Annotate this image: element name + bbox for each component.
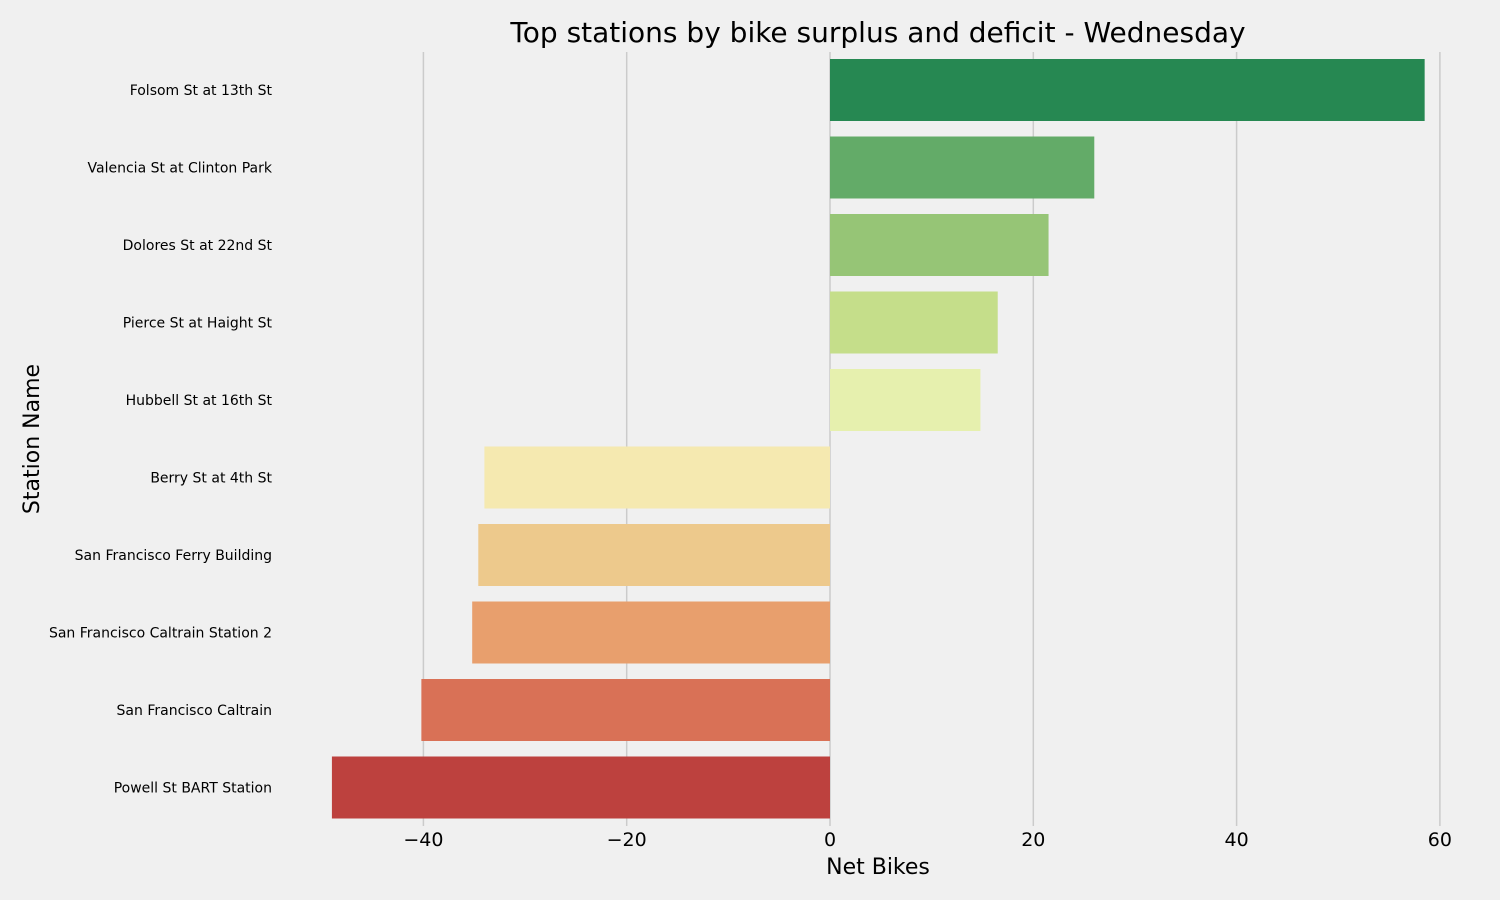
y-tick-label: San Francisco Ferry Building — [75, 548, 272, 564]
y-tick-label: Folsom St at 13th St — [130, 83, 273, 99]
x-tick-label: 20 — [1021, 829, 1045, 851]
x-tick-label: 40 — [1225, 829, 1249, 851]
y-tick-label: Powell St BART Station — [114, 781, 272, 797]
bars — [331, 59, 1425, 819]
bar-san-francisco-ferry-building — [478, 524, 830, 586]
bar-dolores-st-at-22nd-st — [830, 214, 1049, 276]
y-axis-label: Station Name — [20, 364, 45, 514]
x-tick-label: −20 — [607, 829, 647, 851]
x-tick-labels: −40 −20 0 20 40 60 — [403, 829, 1452, 851]
bar-san-francisco-caltrain-station-2 — [472, 601, 830, 664]
bar-powell-st-bart-station — [331, 756, 830, 819]
x-tick-label: 0 — [824, 829, 836, 851]
y-tick-label: Hubbell St at 16th St — [126, 393, 273, 409]
bar-pierce-st-at-haight-st — [830, 291, 998, 354]
y-tick-label: San Francisco Caltrain — [117, 703, 272, 719]
bar-valencia-st-at-clinton-park — [830, 136, 1095, 199]
bar-berry-st-at-4th-st — [484, 446, 830, 509]
bar-hubbell-st-at-16th-st — [830, 369, 981, 431]
y-tick-label: Valencia St at Clinton Park — [88, 161, 273, 177]
x-tick-label: 60 — [1428, 829, 1452, 851]
y-tick-label: Dolores St at 22nd St — [123, 238, 273, 254]
x-tick-label: −40 — [403, 829, 443, 851]
y-tick-label: San Francisco Caltrain Station 2 — [49, 626, 272, 642]
y-tick-label: Berry St at 4th St — [150, 471, 272, 487]
y-tick-label: Pierce St at Haight St — [123, 316, 273, 332]
bar-folsom-st-at-13th-st — [830, 59, 1425, 121]
x-axis-label: Net Bikes — [826, 855, 930, 880]
chart-title: Top stations by bike surplus and deficit… — [509, 16, 1245, 49]
bar-san-francisco-caltrain — [421, 679, 830, 741]
y-tick-labels: Folsom St at 13th St Valencia St at Clint… — [49, 83, 273, 797]
